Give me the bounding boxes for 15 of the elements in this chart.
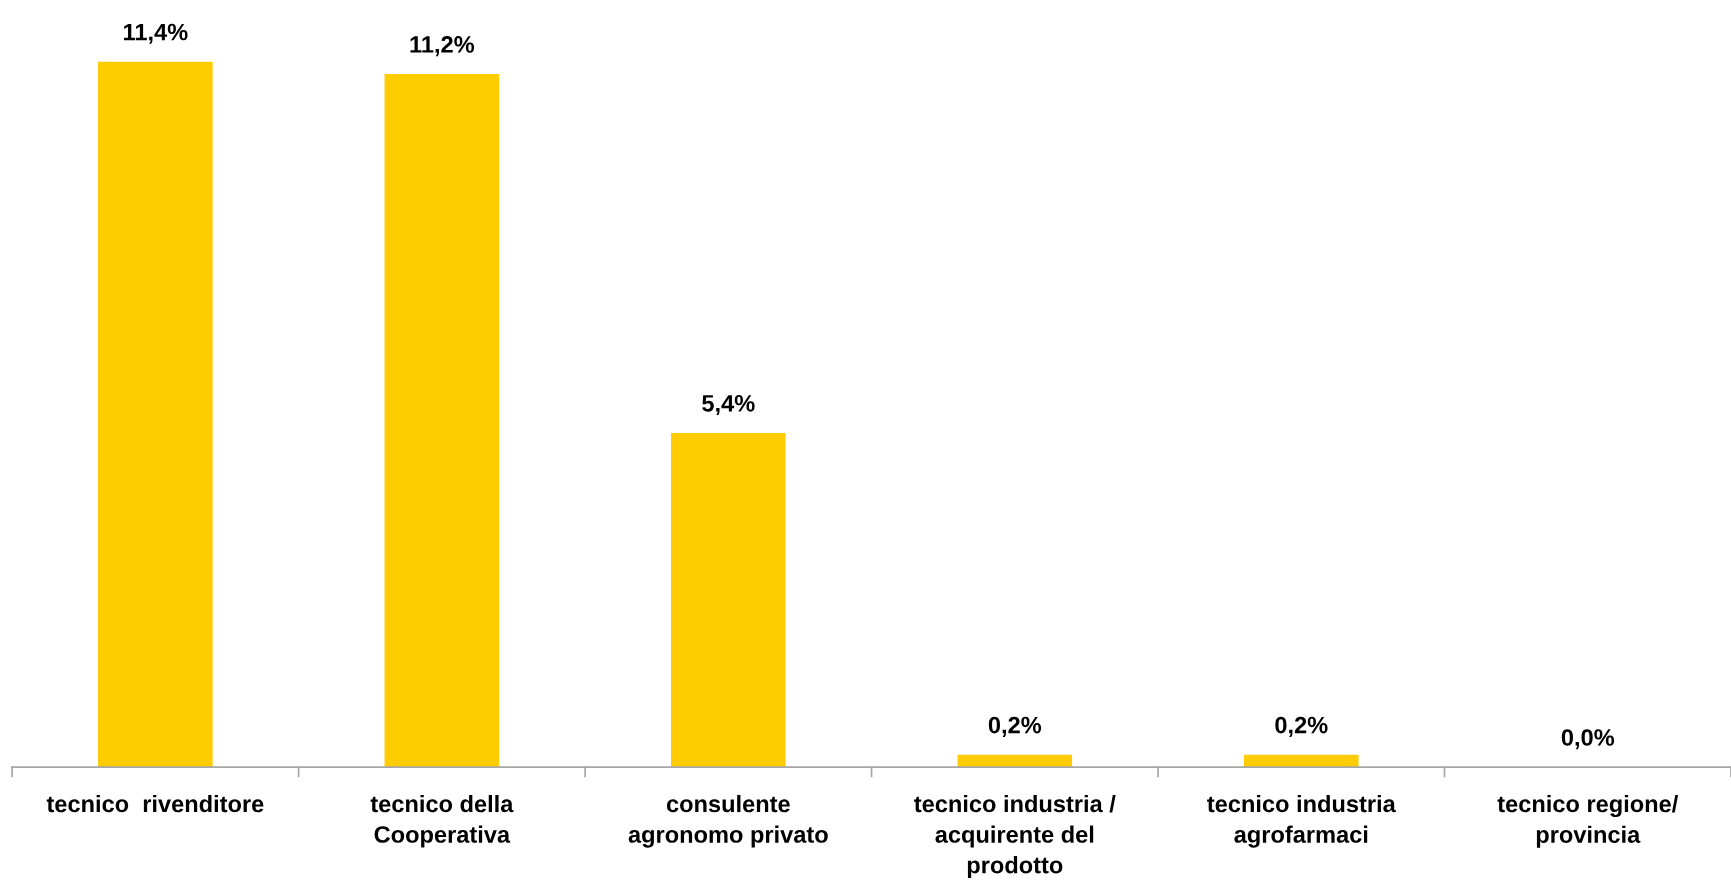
bar (671, 433, 786, 768)
x-tick-label: tecnico industria / acquirente del prodotto (914, 794, 1116, 879)
data-label: 0,2% (988, 716, 1042, 737)
x-tick-label: tecnico industria agrofarmaci (1207, 794, 1396, 848)
bar (384, 74, 500, 768)
data-label: 0,2% (1275, 716, 1328, 737)
data-label: 11,2% (410, 36, 475, 57)
x-tick-label: tecnico della Cooperativa (370, 794, 514, 848)
x-tick-label: tecnico rivenditore (46, 794, 264, 813)
data-label: 5,4% (702, 395, 755, 416)
bar (98, 61, 213, 768)
x-tick-label: consulente agronomo privato (628, 794, 828, 848)
x-tick-label: tecnico regione/ provincia (1497, 794, 1679, 848)
data-label: 0,0% (1561, 729, 1615, 750)
data-label: 11,4% (124, 23, 188, 44)
